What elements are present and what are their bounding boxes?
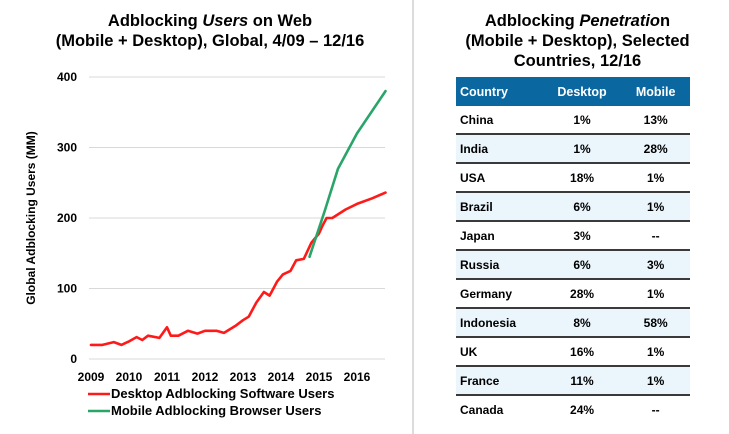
table-row: China 1% 13% bbox=[456, 106, 690, 135]
cell-desktop: 6% bbox=[542, 250, 622, 280]
cell-country: Germany bbox=[456, 279, 543, 309]
x-tick-label: 2011 bbox=[154, 370, 180, 384]
cell-country: Brazil bbox=[456, 192, 543, 222]
cell-mobile: -- bbox=[651, 402, 660, 417]
cell-mobile: 1% bbox=[621, 163, 690, 193]
x-tick-label: 2009 bbox=[78, 370, 105, 384]
cell-country: Indonesia bbox=[456, 308, 543, 338]
y-tick-labels: 0 100 200 300 400 bbox=[57, 70, 77, 366]
table-row: Russia 6% 3% bbox=[456, 250, 690, 280]
table-row: UK 16% 1% bbox=[456, 337, 690, 367]
table-row: India 1% 28% bbox=[456, 134, 690, 164]
cell-desktop: 6% bbox=[542, 192, 622, 222]
x-tick-label: 2013 bbox=[230, 370, 257, 384]
cell-country: France bbox=[456, 366, 543, 396]
legend: Desktop Adblocking Software Users Mobile … bbox=[88, 386, 334, 418]
cell-desktop: 16% bbox=[542, 337, 622, 367]
grid-layer bbox=[89, 76, 385, 360]
cell-desktop: 1% bbox=[542, 106, 622, 135]
desktop-series-line bbox=[89, 191, 387, 347]
cell-desktop: 11% bbox=[542, 366, 622, 396]
chart-title-line1: Adblocking Users on Web bbox=[107, 12, 313, 30]
y-tick-label: 100 bbox=[57, 282, 77, 296]
cell-mobile: 58% bbox=[621, 308, 690, 338]
table-title-line3: Countries, 12/16 bbox=[513, 52, 642, 70]
legend-label: Mobile Adblocking Browser Users bbox=[111, 403, 321, 418]
penetration-table: Country Desktop Mobile China 1% 13% India 1% 28… bbox=[456, 77, 690, 423]
table-row: Canada 24% -- bbox=[456, 395, 690, 423]
cell-desktop: 24% bbox=[570, 402, 595, 417]
cell-country: USA bbox=[456, 163, 543, 193]
x-tick-labels: 2009 2010 2011 2012 2013 2014 2015 2016 bbox=[78, 370, 371, 384]
cell-country: China bbox=[456, 106, 543, 135]
header-country: Country bbox=[456, 77, 543, 106]
cell-country: Canada bbox=[460, 402, 504, 417]
x-tick-label: 2012 bbox=[192, 370, 219, 384]
cell-desktop: 3% bbox=[542, 221, 622, 251]
table-title-line1: Adblocking Penetration bbox=[484, 12, 671, 30]
cell-country: Russia bbox=[456, 250, 543, 280]
table-row: France 11% 1% bbox=[456, 366, 690, 396]
legend-label: Desktop Adblocking Software Users bbox=[111, 386, 334, 401]
table-header-row: Country Desktop Mobile bbox=[456, 77, 690, 106]
table-row: Germany 28% 1% bbox=[456, 279, 690, 309]
y-tick-label: 200 bbox=[57, 211, 77, 225]
y-tick-label: 300 bbox=[57, 141, 77, 155]
table-body: China 1% 13% India 1% 28% USA 18% 1% Brazil 6% 1% Ja… bbox=[456, 106, 690, 423]
series-layer bbox=[89, 89, 387, 347]
y-tick-label: 0 bbox=[70, 352, 77, 366]
table-title: Adblocking Penetration (Mobile + Desktop… bbox=[430, 11, 725, 71]
cell-desktop: 28% bbox=[542, 279, 622, 309]
cell-mobile: 13% bbox=[621, 106, 690, 135]
legend-item-desktop: Desktop Adblocking Software Users bbox=[88, 386, 334, 401]
mobile-series-line bbox=[308, 89, 387, 259]
cell-desktop: 8% bbox=[542, 308, 622, 338]
x-tick-label: 2015 bbox=[306, 370, 333, 384]
cell-country: India bbox=[456, 134, 543, 164]
x-tick-label: 2016 bbox=[344, 370, 371, 384]
cell-desktop: 18% bbox=[542, 163, 622, 193]
table-row: Brazil 6% 1% bbox=[456, 192, 690, 222]
cell-mobile: 28% bbox=[621, 134, 690, 164]
cell-mobile: -- bbox=[621, 221, 690, 251]
panel-divider bbox=[412, 0, 414, 434]
header-desktop: Desktop bbox=[542, 77, 622, 106]
cell-mobile: 1% bbox=[621, 192, 690, 222]
x-tick-label: 2014 bbox=[268, 370, 295, 384]
cell-mobile: 1% bbox=[621, 337, 690, 367]
table-row: Japan 3% -- bbox=[456, 221, 690, 251]
header-mobile: Mobile bbox=[621, 77, 690, 106]
table-title-line2: (Mobile + Desktop), Selected bbox=[465, 32, 690, 50]
y-tick-label: 400 bbox=[57, 70, 77, 84]
y-axis-label: Global Adblocking Users (MM) bbox=[24, 131, 38, 305]
cell-mobile: 3% bbox=[621, 250, 690, 280]
cell-country: UK bbox=[456, 337, 543, 367]
cell-mobile: 1% bbox=[621, 366, 690, 396]
cell-desktop: 1% bbox=[542, 134, 622, 164]
chart-title: Adblocking Users on Web (Mobile + Deskto… bbox=[20, 11, 400, 51]
cell-mobile: 1% bbox=[621, 279, 690, 309]
table-row: Indonesia 8% 58% bbox=[456, 308, 690, 338]
legend-item-mobile: Mobile Adblocking Browser Users bbox=[88, 403, 321, 418]
table-row: USA 18% 1% bbox=[456, 163, 690, 193]
x-tick-label: 2010 bbox=[116, 370, 143, 384]
chart-title-line2: (Mobile + Desktop), Global, 4/09 – 12/16 bbox=[55, 32, 365, 50]
cell-country: Japan bbox=[456, 221, 543, 251]
